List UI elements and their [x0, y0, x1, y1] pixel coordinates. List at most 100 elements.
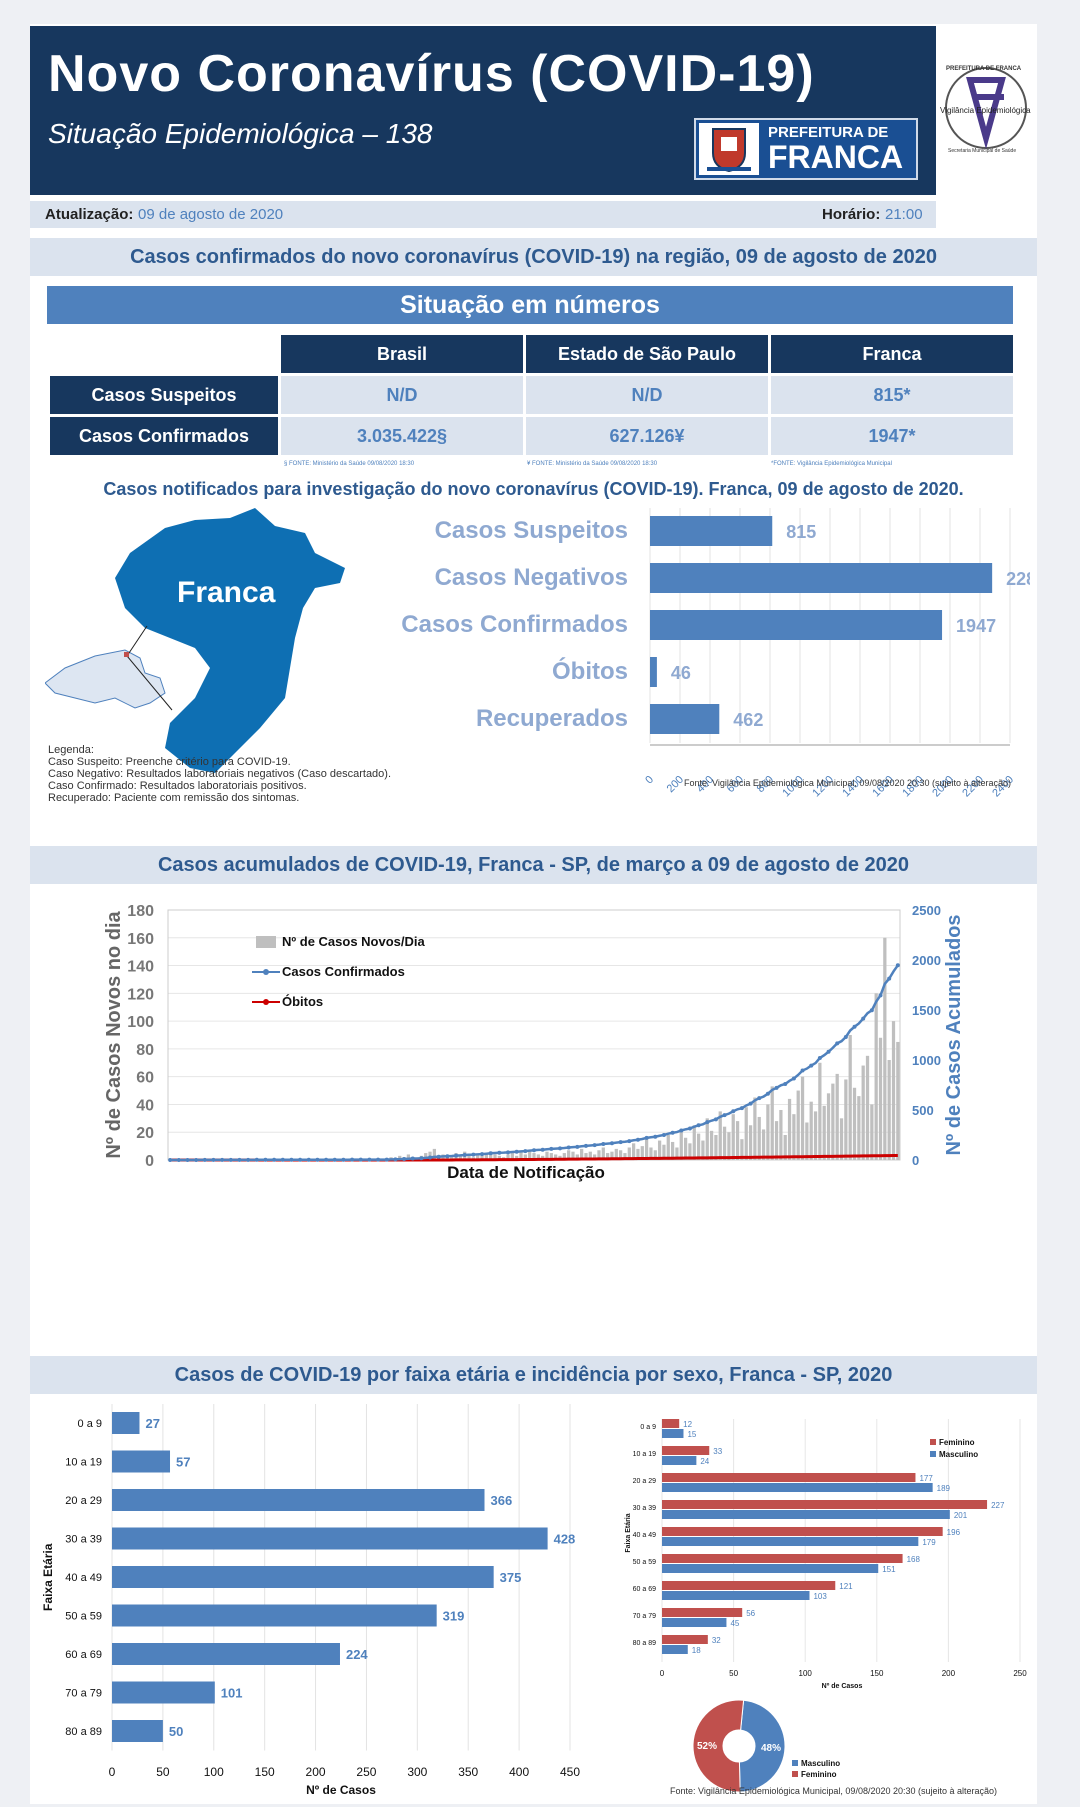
bar	[662, 1635, 708, 1644]
update-bar: Atualização: 09 de agosto de 2020 Horári…	[30, 201, 936, 228]
confirmed-point	[436, 1154, 441, 1159]
daily-bar	[476, 1154, 480, 1160]
bar-value-label: 2281	[1006, 569, 1030, 589]
confirmed-point	[739, 1106, 744, 1111]
bar-value-label: 121	[839, 1582, 853, 1591]
legend-label: Feminino	[801, 1770, 837, 1779]
confirmed-point	[185, 1158, 190, 1162]
daily-bar	[675, 1147, 679, 1160]
sex-pie-chart: 48% 52% Masculino Feminino	[692, 1699, 840, 1792]
daily-bar	[406, 1154, 411, 1160]
daily-bar	[839, 1118, 844, 1160]
confirmed-point	[176, 1158, 181, 1162]
daily-bar	[848, 1035, 852, 1160]
confirmed-point	[376, 1157, 381, 1162]
confirmed-point	[280, 1157, 285, 1162]
legend-label: Casos Confirmados	[282, 964, 405, 979]
confirmed-point	[506, 1150, 511, 1155]
daily-bar	[601, 1147, 605, 1160]
category-label: 60 a 69	[633, 1586, 656, 1593]
daily-bar	[571, 1151, 575, 1160]
daily-bar	[727, 1132, 731, 1160]
confirmed-point	[748, 1101, 753, 1106]
bar	[662, 1527, 943, 1536]
x-tick-label: 350	[458, 1765, 478, 1779]
daily-bar	[735, 1121, 740, 1160]
confirmed-point	[791, 1076, 796, 1081]
daily-bar	[506, 1154, 510, 1160]
daily-bar	[640, 1146, 644, 1160]
confirmed-point	[393, 1157, 398, 1162]
confirmed-point	[809, 1063, 814, 1068]
daily-bar	[896, 1041, 900, 1160]
bar-value-label: 32	[712, 1636, 721, 1645]
bar-value-label: 151	[882, 1565, 896, 1574]
daily-bar	[692, 1125, 696, 1160]
x-tick-label: 150	[870, 1669, 884, 1678]
x-axis-title: Nº de Casos	[306, 1783, 376, 1797]
situation-banner: Situação em números	[47, 286, 1013, 324]
badge-line2: FRANCA	[768, 139, 904, 175]
confirmed-point	[757, 1096, 762, 1101]
daily-bar	[696, 1133, 701, 1160]
category-label: 70 a 79	[633, 1613, 656, 1620]
bar	[662, 1483, 933, 1492]
vigilancia-seal: PREFEITURA DE FRANCA Vigilância Epidemio…	[936, 36, 1036, 186]
confirmed-point	[765, 1091, 770, 1096]
x-tick-label: 200	[665, 774, 686, 795]
legend-box: Legenda: Caso Suspeito: Preenche critéri…	[48, 744, 448, 804]
bar-value-label: 15	[687, 1430, 696, 1439]
bar	[662, 1581, 836, 1590]
col-franca: Franca	[771, 335, 1013, 373]
bar	[650, 704, 720, 734]
y-tick-label: 80	[136, 1042, 154, 1059]
legend-swatch	[930, 1439, 936, 1445]
bar	[662, 1591, 810, 1600]
category-label: 50 a 59	[65, 1611, 102, 1623]
daily-bar	[852, 1087, 857, 1160]
confirmed-point	[445, 1154, 450, 1159]
cell-suspeitos-sp: N/D	[526, 376, 768, 414]
daily-bar	[805, 1122, 809, 1160]
x-tick-label: 50	[156, 1765, 170, 1779]
y-axis-title: Faixa Etária	[41, 1543, 55, 1611]
daily-bar	[844, 1079, 848, 1160]
daily-bar	[644, 1139, 649, 1160]
confirmed-point	[774, 1085, 779, 1090]
bar-value-label: 227	[991, 1501, 1005, 1510]
confirmed-point	[635, 1137, 640, 1142]
legend-swatch	[256, 936, 276, 948]
bar	[112, 1450, 171, 1473]
x-tick-label: 100	[204, 1765, 224, 1779]
category-label: 40 a 49	[65, 1572, 102, 1584]
daily-bar	[701, 1140, 705, 1160]
confirmed-point	[263, 1157, 268, 1162]
bar	[112, 1489, 485, 1511]
confirmed-point	[687, 1126, 692, 1131]
cumulative-cases-chart: 0 20 40 60 80 100 120 140 160 180 0 500 1000 1500 2000…	[103, 903, 965, 1182]
franca-map: Franca	[44, 498, 425, 778]
bar-value-label: 12	[683, 1420, 692, 1429]
daily-bar	[666, 1135, 670, 1160]
bar	[662, 1429, 684, 1438]
confirmed-point	[783, 1081, 788, 1086]
confirmed-point	[324, 1157, 329, 1162]
legend-recuperado: Recuperado: Paciente com remissão dos si…	[48, 792, 300, 804]
bar	[112, 1604, 437, 1627]
update-label: Atualização:	[45, 206, 134, 223]
daily-bar	[545, 1151, 549, 1160]
bar	[662, 1419, 680, 1428]
daily-bar	[480, 1155, 484, 1160]
legend-swatch	[792, 1771, 798, 1777]
y2-tick-label: 1000	[912, 1053, 941, 1068]
confirmed-point	[826, 1049, 831, 1054]
bar	[662, 1564, 879, 1573]
confirmed-point	[228, 1157, 233, 1162]
y-tick-label: 160	[127, 931, 154, 948]
daily-bar	[523, 1154, 527, 1160]
y2-tick-label: 1500	[912, 1003, 941, 1018]
daily-bar	[835, 1073, 839, 1160]
seal-mid-text: Vigilância Epidemiológica	[940, 106, 1031, 115]
daily-bar	[424, 1153, 428, 1160]
x-tick-label: 0	[109, 1765, 116, 1779]
